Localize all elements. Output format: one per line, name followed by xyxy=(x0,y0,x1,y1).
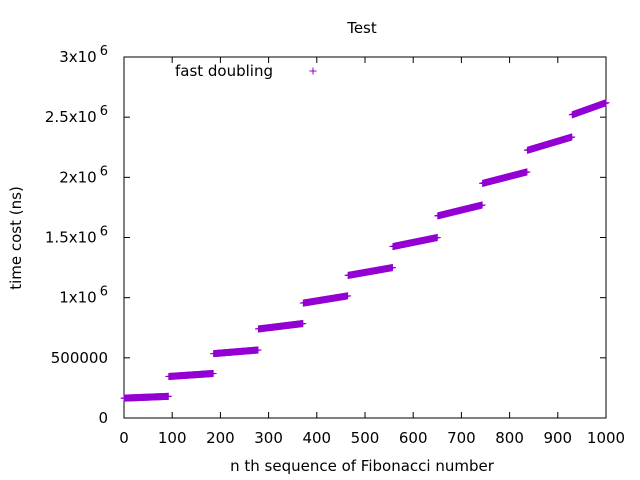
x-tick-label: 400 xyxy=(302,429,331,447)
x-axis-ticks: 0 100 200 300 400 500 600 700 800 900 1000 xyxy=(119,57,625,447)
y-axis-ticks: 0 500000 1x10 6 1.5x10 6 2x10 6 2.5x10 6 3x10 6 xyxy=(45,44,606,427)
data-point xyxy=(344,292,352,300)
x-tick-label: 100 xyxy=(158,429,187,447)
x-tick-label: 200 xyxy=(206,429,235,447)
data-point xyxy=(433,234,441,241)
y-axis-label: time cost (ns) xyxy=(7,186,25,290)
y-tick-label: 1.5x10 6 xyxy=(45,225,108,247)
data-points xyxy=(120,99,610,402)
y-tick-label: 500000 xyxy=(51,349,108,367)
x-tick-label: 1000 xyxy=(587,429,625,447)
x-tick-label: 700 xyxy=(447,429,476,447)
legend-marker-plus xyxy=(309,67,317,75)
y-tick-label: 2x10 6 xyxy=(59,164,108,186)
legend-marker xyxy=(309,67,317,75)
y-tick-label: 0 xyxy=(98,409,108,427)
x-axis-label: n th sequence of Fibonacci number xyxy=(230,457,495,475)
legend: fast doubling xyxy=(175,62,317,80)
data-point xyxy=(254,346,262,354)
chart-title: Test xyxy=(346,19,377,37)
data-point xyxy=(299,320,307,328)
x-tick-label: 300 xyxy=(254,429,283,447)
x-tick-label: 500 xyxy=(351,429,380,447)
legend-label: fast doubling xyxy=(175,62,273,80)
data-point xyxy=(209,369,217,377)
x-tick-label: 900 xyxy=(543,429,572,447)
y-tick-label: 2.5x10 6 xyxy=(45,104,108,126)
data-point xyxy=(478,201,486,209)
data-point xyxy=(523,168,531,176)
x-tick-label: 800 xyxy=(495,429,524,447)
x-tick-label: 0 xyxy=(119,429,129,447)
y-tick-label: 1x10 6 xyxy=(59,285,108,307)
data-point xyxy=(388,264,396,272)
x-tick-label: 600 xyxy=(399,429,428,447)
data-point xyxy=(164,392,172,400)
data-point xyxy=(568,133,576,141)
y-tick-label: 3x10 6 xyxy=(59,44,108,66)
data-point xyxy=(602,99,610,107)
plot-frame xyxy=(123,56,607,419)
